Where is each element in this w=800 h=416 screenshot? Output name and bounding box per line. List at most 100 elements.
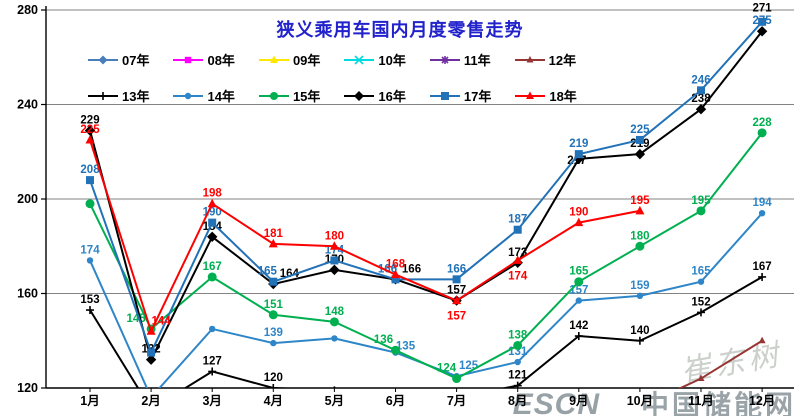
- point-label-15年-8月: 138: [508, 329, 528, 341]
- point-label-15年-9月: 165: [569, 266, 589, 278]
- point-label-16年-12月: 271: [753, 2, 773, 14]
- legend-marker-10年: [344, 54, 375, 65]
- legend-marker-15年: [258, 91, 289, 100]
- x-tick-label: 8月: [508, 394, 527, 408]
- point-label-17年-10月: 225: [630, 124, 650, 136]
- point-label-15年-7月: 124: [437, 363, 457, 375]
- legend-item-17年: 17年: [429, 86, 492, 105]
- legend-marker-11年: [429, 55, 460, 64]
- point-label-13年-3月: 127: [203, 355, 222, 367]
- point-label-14年-7月: 125: [459, 360, 479, 372]
- x-tick-label: 6月: [386, 394, 405, 408]
- point-label-16年-1月: 229: [80, 114, 99, 126]
- point-label-15年-11月: 195: [691, 195, 711, 207]
- legend-row-1: 07年 08年 09年 10年 11年 12年: [88, 50, 576, 69]
- legend-marker-18年: [515, 91, 546, 99]
- point-label-14年-9月: 157: [569, 285, 588, 297]
- legend-marker-07年: [88, 55, 118, 64]
- point-label-14年-10月: 159: [630, 280, 649, 292]
- point-label-17年-11月: 246: [691, 74, 710, 86]
- point-label-14年-4月: 139: [264, 327, 283, 339]
- series-18年-line: [89, 139, 641, 335]
- legend-marker-14年: [173, 92, 204, 99]
- legend-item-14年: 14年: [173, 86, 235, 105]
- x-tick-label: 11月: [688, 394, 714, 408]
- legend-item-11年: 11年: [429, 50, 491, 69]
- x-tick-label: 3月: [202, 394, 221, 408]
- x-tick-label: 4月: [264, 394, 283, 408]
- point-label-13年-1月: 153: [80, 294, 99, 306]
- legend-label-17年: 17年: [463, 89, 492, 104]
- series-13年-line: [89, 276, 763, 388]
- point-label-15年-2月: 145: [127, 313, 147, 325]
- legend-label-15年: 15年: [292, 89, 321, 104]
- point-label-16年-8月: 173: [508, 247, 527, 259]
- point-label-13年-12月: 167: [753, 261, 772, 273]
- point-label-18年-7月: 157: [447, 311, 466, 323]
- legend-item-07年: 07年: [88, 50, 149, 69]
- legend-label-10年: 10年: [378, 53, 406, 68]
- legend-marker-17年: [429, 91, 460, 100]
- legend-item-16年: 16年: [344, 86, 406, 105]
- series-17年-line: [89, 21, 763, 356]
- point-label-14年-11月: 165: [691, 266, 711, 278]
- point-label-17年-5月: 174: [325, 244, 345, 256]
- point-label-15年-10月: 180: [630, 230, 649, 242]
- legend-item-10年: 10年: [344, 50, 406, 69]
- point-label-15年-12月: 228: [753, 117, 773, 129]
- x-tick-label: 10月: [627, 394, 653, 408]
- point-label-13年-10月: 140: [630, 325, 649, 337]
- point-label-18年-10月: 195: [630, 195, 650, 207]
- point-label-15年-4月: 151: [264, 299, 284, 311]
- legend-item-13年: 13年: [88, 86, 149, 105]
- legend-marker-09年: [258, 55, 289, 63]
- point-label-16年-3月: 184: [203, 221, 223, 233]
- point-label-15年-3月: 167: [203, 261, 222, 273]
- point-label-14年-1月: 174: [80, 244, 100, 256]
- point-label-18年-8月: 174: [508, 270, 528, 282]
- legend-marker-13年: [88, 91, 118, 100]
- chart-title: 狭义乘用车国内月度零售走势: [276, 20, 524, 40]
- legend-item-18年: 18年: [515, 86, 577, 105]
- point-label-13年-4月: 120: [264, 372, 283, 384]
- legend-label-11年: 11年: [463, 53, 491, 68]
- point-label-13年-8月: 121: [508, 370, 528, 382]
- point-label-17年-8月: 187: [508, 214, 527, 226]
- legend-item-08年: 08年: [173, 50, 235, 69]
- legend-row-2: 13年 14年 15年 16年 17年 18年: [88, 86, 577, 105]
- point-label-17年-1月: 208: [80, 164, 100, 176]
- point-label-18年-2月: 144: [152, 315, 172, 327]
- point-label-18年-9月: 190: [569, 207, 588, 219]
- legend-item-09年: 09年: [258, 50, 320, 69]
- x-tick-label: 7月: [447, 394, 466, 408]
- legend-label-16年: 16年: [378, 89, 406, 104]
- legend-label-08年: 08年: [207, 53, 235, 68]
- point-label-15年-5月: 148: [325, 306, 345, 318]
- point-label-15年-6月: 136: [374, 334, 393, 346]
- y-tick-label: 120: [17, 381, 38, 395]
- point-label-18年-3月: 198: [203, 188, 223, 200]
- x-tick-label: 9月: [569, 394, 588, 408]
- point-label-17年-4月: 165: [258, 266, 278, 278]
- legend-item-15年: 15年: [258, 86, 321, 105]
- point-label-17年-9月: 219: [569, 138, 588, 150]
- x-tick-label: 1月: [80, 394, 99, 408]
- series-15年-line: [89, 132, 763, 380]
- series-17年: 208 190 165 174 166 166 187 219 225 246 275: [80, 15, 772, 357]
- point-label-18年-4月: 181: [264, 228, 284, 240]
- point-label-18年-5月: 180: [325, 230, 344, 242]
- legend-marker-08年: [173, 56, 204, 63]
- point-label-18年-6月: 168: [386, 259, 406, 271]
- x-tick-label: 5月: [325, 394, 344, 408]
- point-label-17年-12月: 275: [753, 15, 773, 27]
- point-label-16年-6月: 166: [402, 263, 421, 275]
- series-18年: 225 144 198 181 180 168 157 174 190 195: [80, 124, 650, 335]
- point-label-18年-1月: 225: [80, 124, 100, 136]
- x-tick-label: 2月: [141, 394, 160, 408]
- legend-label-18年: 18年: [549, 89, 577, 104]
- point-label-14年-6月: 135: [396, 341, 416, 353]
- series-13年: 153 127 120 121 142 140 152 167: [80, 261, 772, 388]
